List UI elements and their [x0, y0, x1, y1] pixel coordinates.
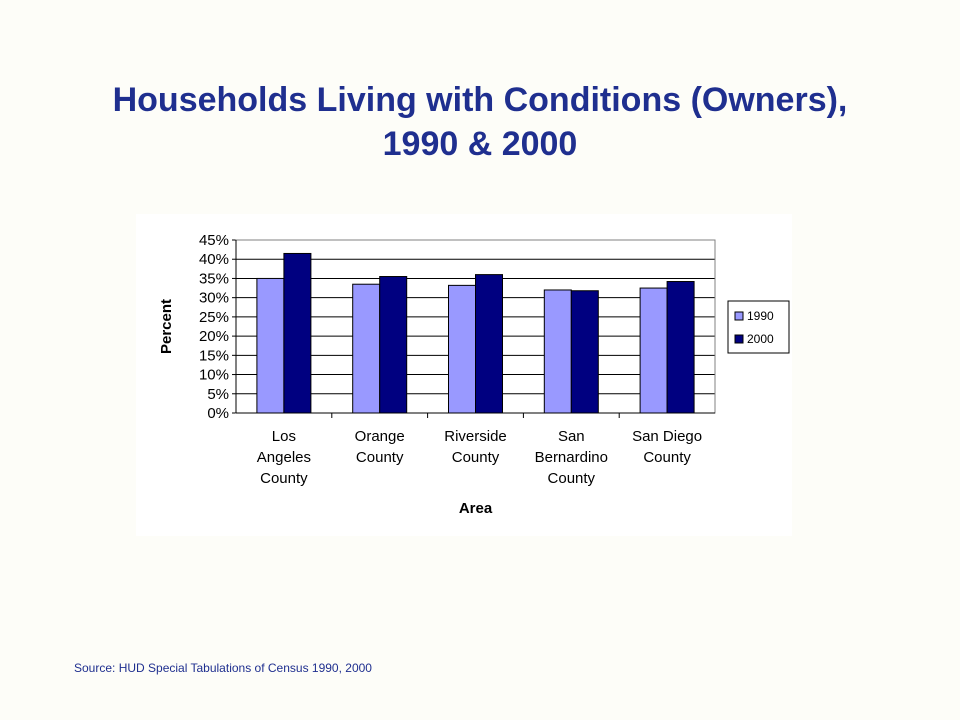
legend-label-2000: 2000: [747, 332, 774, 346]
legend-swatch-1990: [734, 311, 744, 321]
slide-title-line-2: 1990 & 2000: [382, 125, 578, 163]
y-tick-label: 25%: [199, 309, 229, 326]
y-tick-label: 0%: [207, 405, 229, 422]
y-tick-label: 30%: [199, 290, 229, 307]
x-tick-label: San Bernardino County: [535, 428, 608, 487]
bar-2000: [283, 252, 312, 414]
x-axis-title: Area: [459, 500, 493, 517]
y-axis-title: Percent: [158, 299, 175, 354]
x-tick-label: Los Angeles County: [257, 428, 311, 487]
y-tick-label: 45%: [199, 232, 229, 249]
legend-label-1990: 1990: [747, 309, 774, 323]
legend-swatch-2000: [734, 334, 744, 344]
y-tick-label: 10%: [199, 367, 229, 384]
slide-title: Households Living with Conditions (Owner…: [0, 78, 960, 166]
y-tick-label: 35%: [199, 270, 229, 287]
chart-panel: 0% 5% 10% 15% 20% 25% 30% 35% 40% 45% Los Angeles Co…: [136, 214, 792, 536]
y-tick-label: 20%: [199, 328, 229, 345]
bar-2000: [475, 274, 503, 414]
y-tick-label: 15%: [199, 347, 229, 364]
x-tick-label: Orange County: [355, 428, 405, 466]
y-tick-label: 5%: [207, 386, 229, 403]
bar-1990: [256, 277, 285, 414]
bar-1990: [352, 283, 381, 414]
source-note: Source: HUD Special Tabulations of Censu…: [74, 661, 372, 675]
x-tick-label: San Diego County: [632, 428, 702, 466]
y-tick-label: 40%: [199, 251, 229, 268]
bar-2000: [570, 290, 599, 414]
bar-2000: [379, 276, 408, 414]
bar-1990: [543, 289, 572, 414]
bar-2000: [666, 281, 695, 414]
slide-title-line-1: Households Living with Conditions (Owner…: [112, 81, 848, 119]
legend-box: [727, 300, 790, 354]
bar-1990: [639, 287, 668, 414]
bar-1990: [448, 284, 476, 414]
x-tick-label: Riverside County: [444, 428, 507, 466]
bar-chart: 0% 5% 10% 15% 20% 25% 30% 35% 40% 45% Los Angeles Co…: [158, 232, 790, 517]
